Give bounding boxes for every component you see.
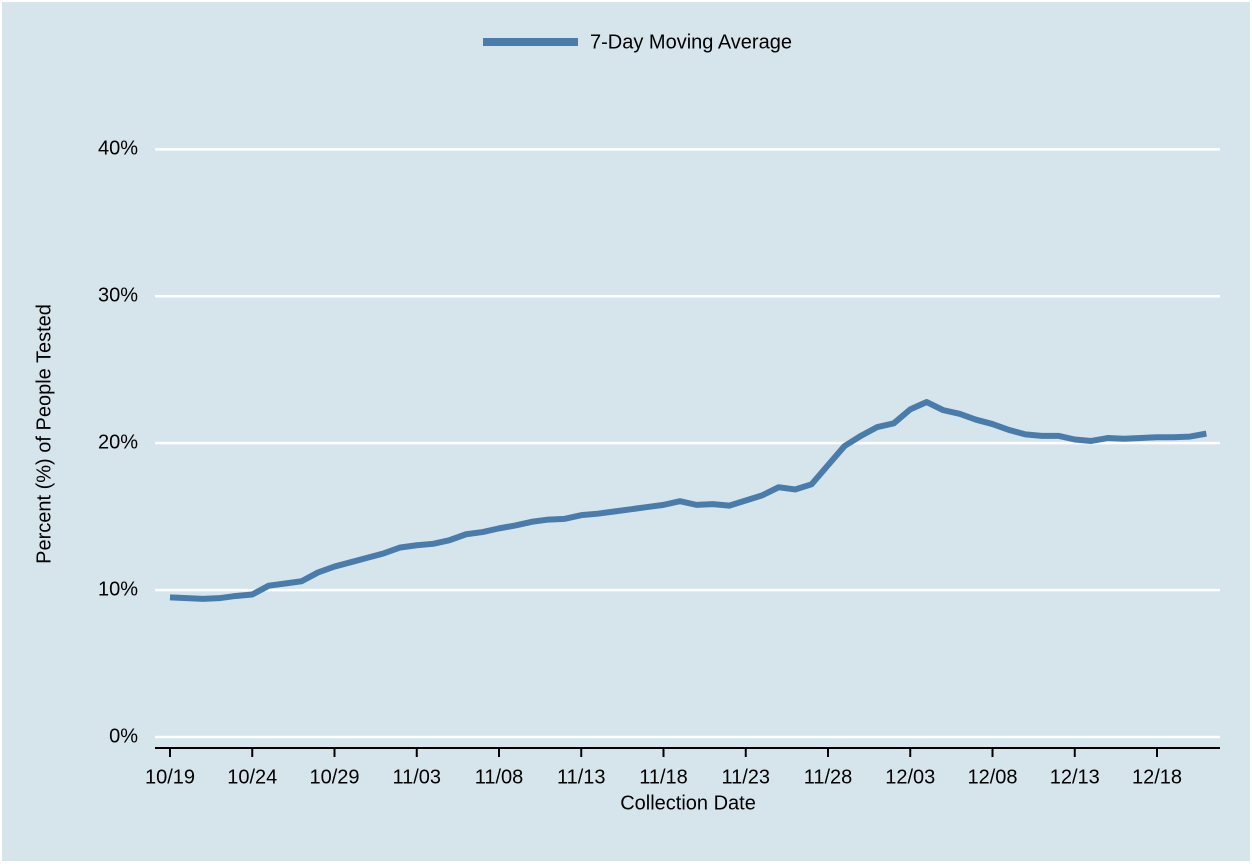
x-tick-label: 11/28 [804,766,853,788]
x-tick-label: 11/18 [639,766,688,788]
legend-label: 7-Day Moving Average [590,31,792,53]
x-tick-label: 11/23 [721,766,770,788]
x-tick-label: 11/08 [475,766,524,788]
y-tick-label: 10% [98,578,138,600]
x-tick-label: 10/24 [227,766,277,788]
y-tick-label: 0% [109,725,138,747]
x-tick-label: 12/13 [1050,766,1100,788]
x-tick-label: 12/08 [967,766,1017,788]
x-tick-label: 12/03 [885,766,935,788]
data-line [169,399,1207,602]
y-tick-label: 30% [98,285,138,307]
y-tick-label: 40% [98,138,138,160]
y-tick-label: 20% [98,431,138,453]
x-axis-label: Collection Date [620,792,756,814]
x-tick-label: 11/13 [557,766,606,788]
y-axis-label: Percent (%) of People Tested [33,304,55,564]
x-tick-label: 12/18 [1132,766,1182,788]
x-tick-label: 10/29 [309,766,359,788]
x-tick-label: 11/03 [392,766,441,788]
x-tick-label: 10/19 [145,766,195,788]
